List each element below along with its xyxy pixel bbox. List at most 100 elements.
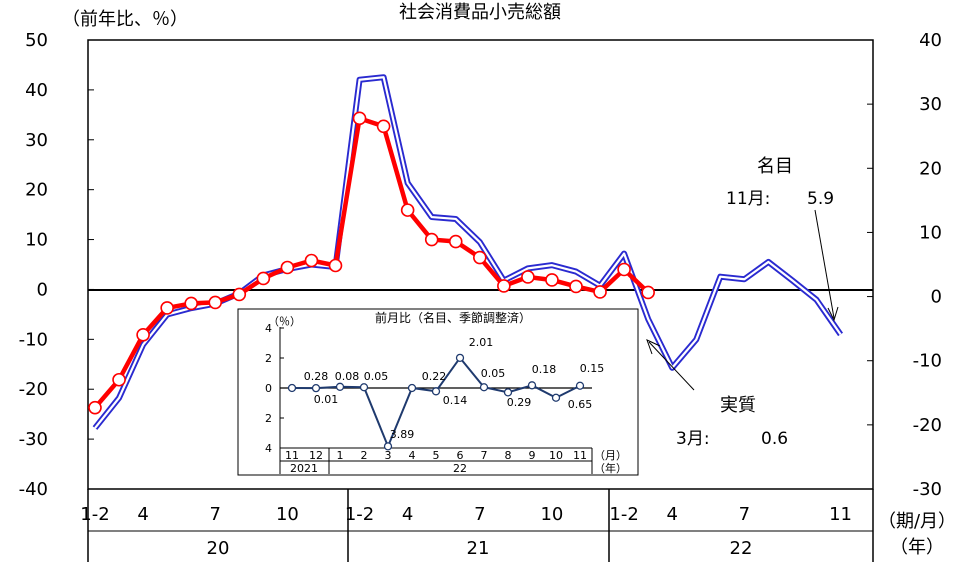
inset-point [431, 387, 441, 396]
x-unit-label-bottom: （年） [890, 537, 944, 558]
inset-x-label: 12 [309, 449, 323, 462]
x-tick-label: 7 [474, 504, 485, 525]
real-point [88, 400, 102, 415]
real-point [521, 270, 535, 284]
right-tick-label: -20 [913, 415, 942, 436]
real-annotation-arrow [648, 341, 695, 391]
real-point [352, 111, 367, 126]
right-tick-label: -30 [913, 479, 942, 500]
inset-x-label: 9 [529, 449, 536, 462]
x-tick-label: 7 [739, 504, 750, 525]
inset-point [311, 383, 321, 393]
x-tick-label: 7 [210, 504, 221, 525]
inset-x-label: 7 [481, 449, 488, 462]
inset-year-2021: 2021 [290, 462, 318, 475]
left-axis-ticks: 50 40 30 20 10 0 -10 -20 -30 -40 [19, 30, 94, 500]
inset-y-ticks: 4 2 0 2 4 [265, 322, 284, 455]
x-tick-label: 10 [540, 504, 563, 525]
inset-x-label: 8 [505, 449, 512, 462]
inset-data-label: 0.29 [507, 396, 532, 409]
inset-title: 前月比（名目、季節調整済） [375, 310, 531, 325]
left-tick-label: -40 [19, 479, 48, 500]
left-tick-label: -30 [19, 429, 48, 450]
inset-data-label: 0.18 [532, 363, 557, 376]
plot-frame [87, 39, 874, 490]
nominal-annotation-value: 5.9 [807, 189, 834, 209]
inset-point [527, 381, 537, 390]
real-annotation-value: 0.6 [761, 429, 788, 449]
x-tick-label: 1-2 [345, 504, 374, 525]
inset-point [287, 383, 297, 393]
inset-x-label: 4 [409, 449, 416, 462]
series-real [88, 111, 655, 415]
real-point [184, 296, 198, 311]
real-point [497, 279, 511, 293]
x-tick-label: 1-2 [80, 504, 109, 525]
real-arrow-head [646, 339, 661, 355]
real-point [232, 287, 247, 302]
left-tick-label: -10 [19, 329, 48, 350]
real-point [545, 273, 559, 287]
inset-year-unit: （年） [594, 461, 627, 475]
real-point [448, 234, 463, 249]
left-axis-title: （前年比、％） [62, 9, 188, 30]
inset-point [551, 393, 561, 402]
real-point [472, 250, 487, 265]
x-year-label: 20 [207, 538, 230, 559]
inset-x-label: 10 [549, 449, 563, 462]
inset-series [287, 353, 585, 451]
nominal-arrow-head [827, 306, 839, 322]
inset-data-label: 0.65 [568, 398, 593, 411]
inset-y-tick-label: 0 [265, 382, 272, 395]
left-tick-label: 30 [25, 130, 48, 151]
real-point [280, 260, 295, 275]
real-point [136, 328, 150, 342]
inset-point [335, 382, 345, 391]
x-year-label: 21 [467, 538, 490, 559]
right-axis-ticks: 40 30 20 10 0 -10 -20 -30 [867, 30, 942, 500]
real-annotation-title: 実質 [720, 395, 756, 416]
inset-x-label: 11 [285, 449, 299, 462]
inset-year-22: 22 [453, 462, 467, 475]
inset-data-label: 0.05 [481, 367, 506, 380]
left-tick-label: -20 [19, 379, 48, 400]
inset-point [383, 442, 393, 451]
x-tick-label: 4 [137, 504, 148, 525]
inset-y-unit: （％） [268, 315, 301, 328]
inset-y-tick-label: 2 [265, 352, 272, 365]
inset-data-label: 0.15 [580, 362, 605, 375]
nominal-annotation-arrow [814, 209, 835, 319]
left-tick-label: 0 [37, 279, 48, 300]
inset-point [455, 353, 465, 363]
real-point [641, 285, 655, 300]
real-point [304, 253, 319, 268]
real-point [593, 285, 607, 299]
inset-point [503, 388, 513, 397]
real-point [376, 119, 391, 134]
inset-data-label: 0.22 [422, 370, 447, 383]
right-tick-label: 0 [931, 287, 942, 308]
inset-point [479, 383, 489, 392]
real-point [569, 279, 583, 294]
right-tick-label: 40 [919, 30, 942, 51]
nominal-annotation-title: 名目 [757, 156, 793, 177]
inset-data-label: 0.05 [364, 370, 389, 383]
inset-data-labels: 0.28 0.08 0.05 3.89 0.22 2.01 0.05 0.29 0.18 0.65… [304, 336, 605, 441]
x-tick-label: 1-2 [609, 504, 638, 525]
real-point [328, 258, 343, 273]
inset-data-label: 2.01 [469, 336, 494, 349]
chart-title: 社会消費品小売総額 [399, 2, 561, 23]
right-tick-label: -10 [913, 351, 942, 372]
x-tick-label: 4 [402, 504, 413, 525]
real-point [112, 372, 126, 387]
inset-x-label: 6 [457, 449, 464, 462]
right-tick-label: 10 [919, 222, 942, 243]
x-unit-label-top: （期/月） [878, 511, 956, 532]
inset-x-label: 5 [433, 449, 440, 462]
left-tick-label: 10 [25, 230, 48, 251]
inset-extra-label: 0.01 [314, 393, 339, 406]
x-tick-label: 11 [829, 504, 852, 525]
real-point [208, 295, 223, 310]
left-tick-label: 40 [25, 80, 48, 101]
inset-x-label: 11 [573, 449, 587, 462]
